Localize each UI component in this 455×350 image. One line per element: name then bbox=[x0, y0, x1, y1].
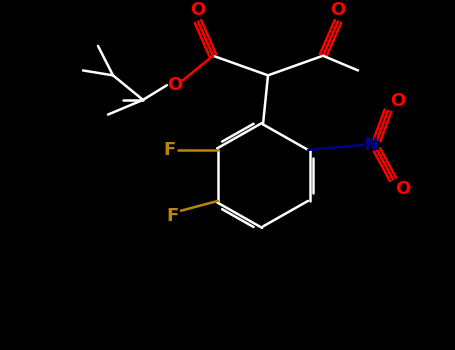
Text: O: O bbox=[390, 92, 406, 110]
Text: O: O bbox=[395, 180, 411, 198]
Text: O: O bbox=[190, 1, 206, 19]
Text: N: N bbox=[364, 136, 379, 154]
Text: O: O bbox=[167, 76, 182, 94]
Text: O: O bbox=[330, 1, 346, 19]
Text: F: F bbox=[164, 141, 176, 159]
Text: F: F bbox=[167, 206, 179, 225]
